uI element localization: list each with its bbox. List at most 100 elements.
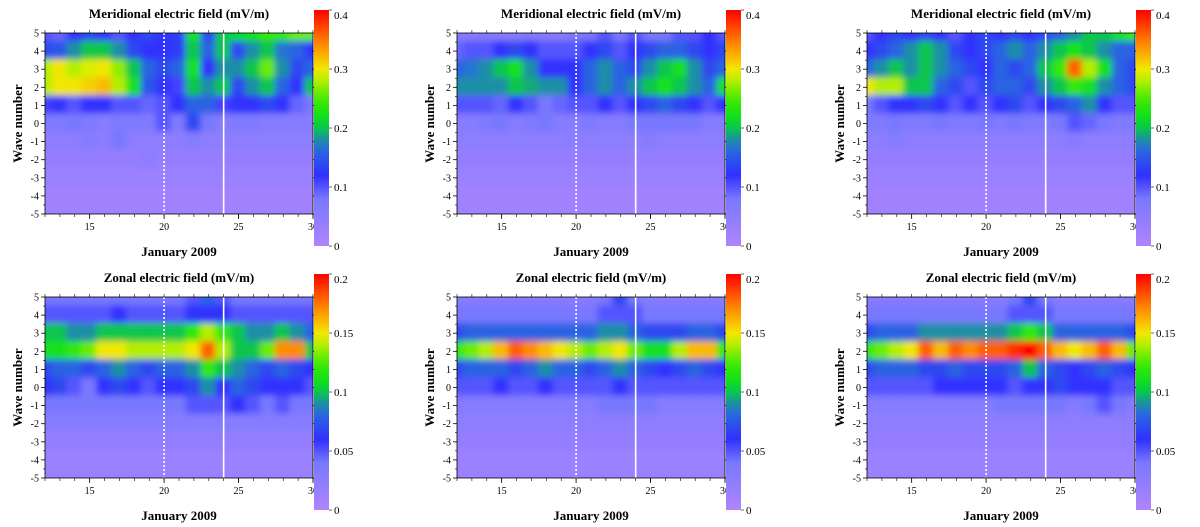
heatmap-cell bbox=[686, 341, 704, 362]
heatmap-cell bbox=[873, 167, 891, 188]
y-tick-label: 4 bbox=[446, 47, 451, 58]
heatmap-cell bbox=[962, 297, 980, 308]
heatmap-cell bbox=[245, 203, 262, 214]
y-axis-label: Wave number bbox=[422, 348, 437, 427]
y-axis-label: Wave number bbox=[832, 348, 847, 427]
heatmap-cell bbox=[140, 413, 158, 434]
heatmap-cell bbox=[1052, 131, 1069, 152]
heatmap-cell bbox=[259, 95, 277, 116]
heatmap-cell bbox=[66, 323, 84, 344]
heatmap-cell bbox=[671, 113, 689, 134]
heatmap-cell bbox=[185, 113, 203, 134]
heatmap-cell bbox=[259, 467, 277, 478]
y-tick-label: -3 bbox=[31, 173, 39, 184]
heatmap-cell bbox=[716, 113, 725, 134]
heatmap-cell bbox=[686, 41, 704, 62]
heatmap-cell bbox=[903, 297, 921, 308]
heatmap-cell bbox=[508, 449, 525, 470]
heatmap-cell bbox=[597, 431, 615, 452]
heatmap-cell bbox=[155, 305, 173, 326]
heatmap bbox=[457, 33, 725, 214]
heatmap-cell bbox=[140, 359, 158, 380]
heatmap-cell bbox=[274, 95, 292, 116]
heatmap-cell bbox=[671, 203, 689, 214]
heatmap-cell bbox=[933, 41, 950, 62]
heatmap-cell bbox=[457, 413, 466, 434]
heatmap-cell bbox=[567, 149, 585, 170]
colorbar-tick-label: 0.4 bbox=[746, 10, 760, 22]
colorbar-tick-label: 0.2 bbox=[1156, 274, 1170, 286]
heatmap-cell bbox=[657, 203, 674, 214]
heatmap-cell bbox=[51, 59, 69, 80]
heatmap-cell bbox=[686, 297, 704, 308]
heatmap-cell bbox=[657, 305, 674, 326]
heatmap-cell bbox=[523, 33, 540, 44]
heatmap-cell bbox=[867, 95, 876, 116]
heatmap-cell bbox=[289, 203, 307, 214]
y-tick-label: -2 bbox=[443, 419, 451, 430]
heatmap-cell bbox=[552, 185, 570, 206]
heatmap-cell bbox=[66, 59, 84, 80]
heatmap-cell bbox=[140, 77, 158, 98]
heatmap-cell bbox=[1126, 395, 1135, 416]
heatmap-cell bbox=[903, 359, 921, 380]
y-tick-label: 5 bbox=[446, 293, 451, 304]
heatmap-cell bbox=[873, 185, 891, 206]
colorbar-tick-label: 0.2 bbox=[746, 123, 760, 135]
heatmap-cell bbox=[657, 467, 674, 478]
heatmap-cell bbox=[508, 167, 525, 188]
heatmap-cell bbox=[1096, 395, 1114, 416]
heatmap-cell bbox=[612, 131, 630, 152]
heatmap-cell bbox=[230, 77, 247, 98]
heatmap-cell bbox=[671, 33, 689, 44]
heatmap-cell bbox=[463, 297, 481, 308]
heatmap-cell bbox=[1126, 203, 1135, 214]
heatmap-cell bbox=[155, 203, 173, 214]
heatmap-cell bbox=[230, 297, 247, 308]
heatmap-cell bbox=[537, 131, 555, 152]
heatmap-cell bbox=[567, 449, 585, 470]
heatmap-cell bbox=[597, 323, 615, 344]
heatmap-cell bbox=[96, 167, 113, 188]
heatmap-cell bbox=[155, 467, 173, 478]
heatmap-cell bbox=[1096, 449, 1114, 470]
heatmap-cell bbox=[45, 149, 54, 170]
heatmap-cell bbox=[463, 77, 481, 98]
heatmap-cell bbox=[508, 131, 525, 152]
heatmap-cell bbox=[170, 33, 188, 44]
heatmap-cell bbox=[701, 77, 719, 98]
heatmap-cell bbox=[992, 185, 1010, 206]
heatmap-cell bbox=[671, 341, 689, 362]
heatmap-cell bbox=[1022, 359, 1040, 380]
heatmap-cell bbox=[200, 341, 218, 362]
heatmap-cell bbox=[1081, 467, 1099, 478]
heatmap-cell bbox=[537, 413, 555, 434]
heatmap-cell bbox=[185, 59, 203, 80]
heatmap-cell bbox=[701, 413, 719, 434]
heatmap-cell bbox=[245, 149, 262, 170]
heatmap-cell bbox=[1111, 95, 1129, 116]
heatmap-cell bbox=[992, 305, 1010, 326]
heatmap-cell bbox=[867, 341, 876, 362]
x-tick-label: 15 bbox=[85, 486, 95, 497]
heatmap-cell bbox=[903, 167, 921, 188]
heatmap-cell bbox=[200, 431, 218, 452]
heatmap-cell bbox=[1022, 41, 1040, 62]
heatmap-cell bbox=[1007, 167, 1025, 188]
heatmap-cell bbox=[992, 413, 1010, 434]
heatmap-cell bbox=[200, 167, 218, 188]
heatmap-cell bbox=[597, 185, 615, 206]
heatmap-cell bbox=[867, 77, 876, 98]
heatmap-cell bbox=[463, 377, 481, 398]
heatmap-cell bbox=[200, 395, 218, 416]
heatmap-cell bbox=[289, 167, 307, 188]
heatmap-cell bbox=[903, 377, 921, 398]
heatmap-cell bbox=[582, 131, 600, 152]
heatmap-cell bbox=[918, 341, 935, 362]
heatmap-cell bbox=[1052, 77, 1069, 98]
heatmap-cell bbox=[903, 467, 921, 478]
heatmap-cell bbox=[716, 131, 725, 152]
heatmap-cell bbox=[51, 77, 69, 98]
heatmap-cell bbox=[1007, 341, 1025, 362]
heatmap-cell bbox=[1111, 41, 1129, 62]
